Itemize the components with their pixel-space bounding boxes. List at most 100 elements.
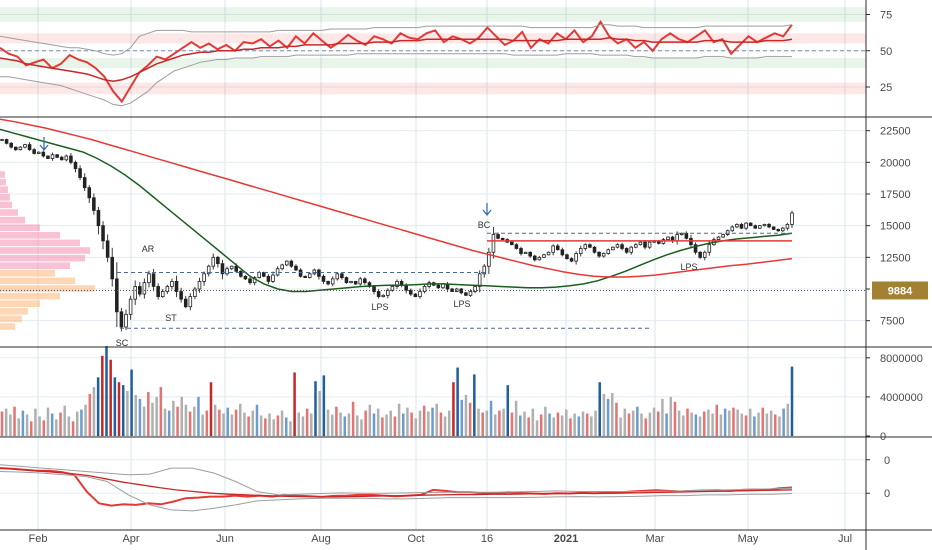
volume-bar[interactable] <box>544 406 547 436</box>
candle-body[interactable] <box>436 284 441 289</box>
volume-bar[interactable] <box>92 387 96 436</box>
volume-bar[interactable] <box>264 418 267 436</box>
candle-body[interactable] <box>312 269 317 275</box>
volume-bar[interactable] <box>410 412 413 436</box>
volume-bar[interactable] <box>431 407 434 436</box>
volume-bar[interactable] <box>715 404 719 436</box>
volume-bar[interactable] <box>376 408 380 436</box>
candle-body[interactable] <box>197 280 202 290</box>
candle-body[interactable] <box>36 151 41 154</box>
candle-body[interactable] <box>133 286 137 300</box>
volume-bar[interactable] <box>105 346 108 436</box>
candle-body[interactable] <box>422 286 427 292</box>
volume-bar[interactable] <box>347 413 351 436</box>
volume-bar[interactable] <box>209 382 213 436</box>
volume-bar[interactable] <box>707 409 710 436</box>
volume-bar[interactable] <box>565 409 568 436</box>
candle-body[interactable] <box>46 155 50 159</box>
candle-body[interactable] <box>418 291 422 297</box>
volume-bar[interactable] <box>17 418 20 436</box>
candle-body[interactable] <box>160 291 165 297</box>
volume-bar[interactable] <box>765 413 769 436</box>
candle-body[interactable] <box>124 313 128 328</box>
volume-bar[interactable] <box>402 413 405 436</box>
candle-body[interactable] <box>606 249 611 254</box>
candle-body[interactable] <box>519 248 523 254</box>
volume-bar[interactable] <box>761 407 764 436</box>
volume-bar[interactable] <box>193 406 196 436</box>
volume-bar[interactable] <box>740 413 744 436</box>
candle-body[interactable] <box>693 244 698 253</box>
lower-series-line[interactable] <box>0 464 793 496</box>
candle-body[interactable] <box>243 275 248 280</box>
candle-body[interactable] <box>395 280 399 287</box>
candle-body[interactable] <box>128 298 133 315</box>
candle-body[interactable] <box>23 144 27 148</box>
volume-bar[interactable] <box>460 399 464 436</box>
volume-bar[interactable] <box>648 412 652 436</box>
volume-bar[interactable] <box>50 413 54 436</box>
volume-bar[interactable] <box>360 419 363 436</box>
volume-bar[interactable] <box>527 417 530 436</box>
candle-body[interactable] <box>767 223 771 228</box>
volume-bar[interactable] <box>34 408 37 436</box>
volume-bar[interactable] <box>631 410 635 436</box>
volume-bar[interactable] <box>477 408 480 436</box>
candle-body[interactable] <box>87 187 92 199</box>
volume-bar[interactable] <box>247 416 250 436</box>
candle-body[interactable] <box>110 256 115 280</box>
volume-bar[interactable] <box>569 418 572 436</box>
volume-bar[interactable] <box>272 419 275 436</box>
candle-body[interactable] <box>753 225 758 229</box>
volume-bar[interactable] <box>234 409 238 436</box>
volume-bar[interactable] <box>665 413 668 436</box>
volume-bar[interactable] <box>134 394 138 436</box>
volume-bar[interactable] <box>310 413 313 436</box>
volume-bar[interactable] <box>485 410 489 436</box>
candle-body[interactable] <box>115 278 119 313</box>
candle-body[interactable] <box>32 149 36 154</box>
volume-bar[interactable] <box>251 410 255 436</box>
candle-body[interactable] <box>386 289 390 296</box>
volume-bar[interactable] <box>598 382 601 436</box>
volume-bar[interactable] <box>581 411 585 436</box>
volume-bar[interactable] <box>67 416 71 436</box>
volume-bar[interactable] <box>351 401 355 436</box>
volume-bar[interactable] <box>381 417 384 436</box>
candle-body[interactable] <box>376 291 381 297</box>
candle-body[interactable] <box>468 291 473 296</box>
candle-body[interactable] <box>702 251 707 258</box>
volume-bar[interactable] <box>42 420 46 436</box>
volume-bar[interactable] <box>644 418 647 436</box>
candle-body[interactable] <box>69 155 73 163</box>
candle-body[interactable] <box>234 265 239 272</box>
volume-bar[interactable] <box>63 405 66 436</box>
candle-body[interactable] <box>73 161 78 170</box>
volume-bar[interactable] <box>523 411 526 436</box>
volume-bar[interactable] <box>661 398 664 436</box>
candle-body[interactable] <box>55 154 59 158</box>
volume-bar[interactable] <box>243 412 246 436</box>
candle-body[interactable] <box>675 234 679 242</box>
volume-bar[interactable] <box>167 410 171 436</box>
volume-bar[interactable] <box>9 414 12 436</box>
candle-body[interactable] <box>748 222 753 227</box>
volume-bar[interactable] <box>88 393 92 436</box>
candle-body[interactable] <box>179 291 183 300</box>
candle-body[interactable] <box>601 253 606 257</box>
candle-body[interactable] <box>335 273 340 280</box>
candle-body[interactable] <box>298 269 303 277</box>
volume-bar[interactable] <box>615 402 618 436</box>
candle-body[interactable] <box>220 263 225 275</box>
candle-body[interactable] <box>739 223 744 229</box>
volume-bar[interactable] <box>686 408 689 436</box>
moving-average-red[interactable] <box>0 118 793 278</box>
volume-bar[interactable] <box>293 372 296 436</box>
volume-bar[interactable] <box>753 416 756 436</box>
volume-bar[interactable] <box>339 412 342 436</box>
volume-bar[interactable] <box>276 415 280 436</box>
rsi-panel[interactable] <box>0 7 866 107</box>
candle-body[interactable] <box>202 273 206 282</box>
volume-bar[interactable] <box>456 367 459 436</box>
volume-bar[interactable] <box>213 404 217 436</box>
